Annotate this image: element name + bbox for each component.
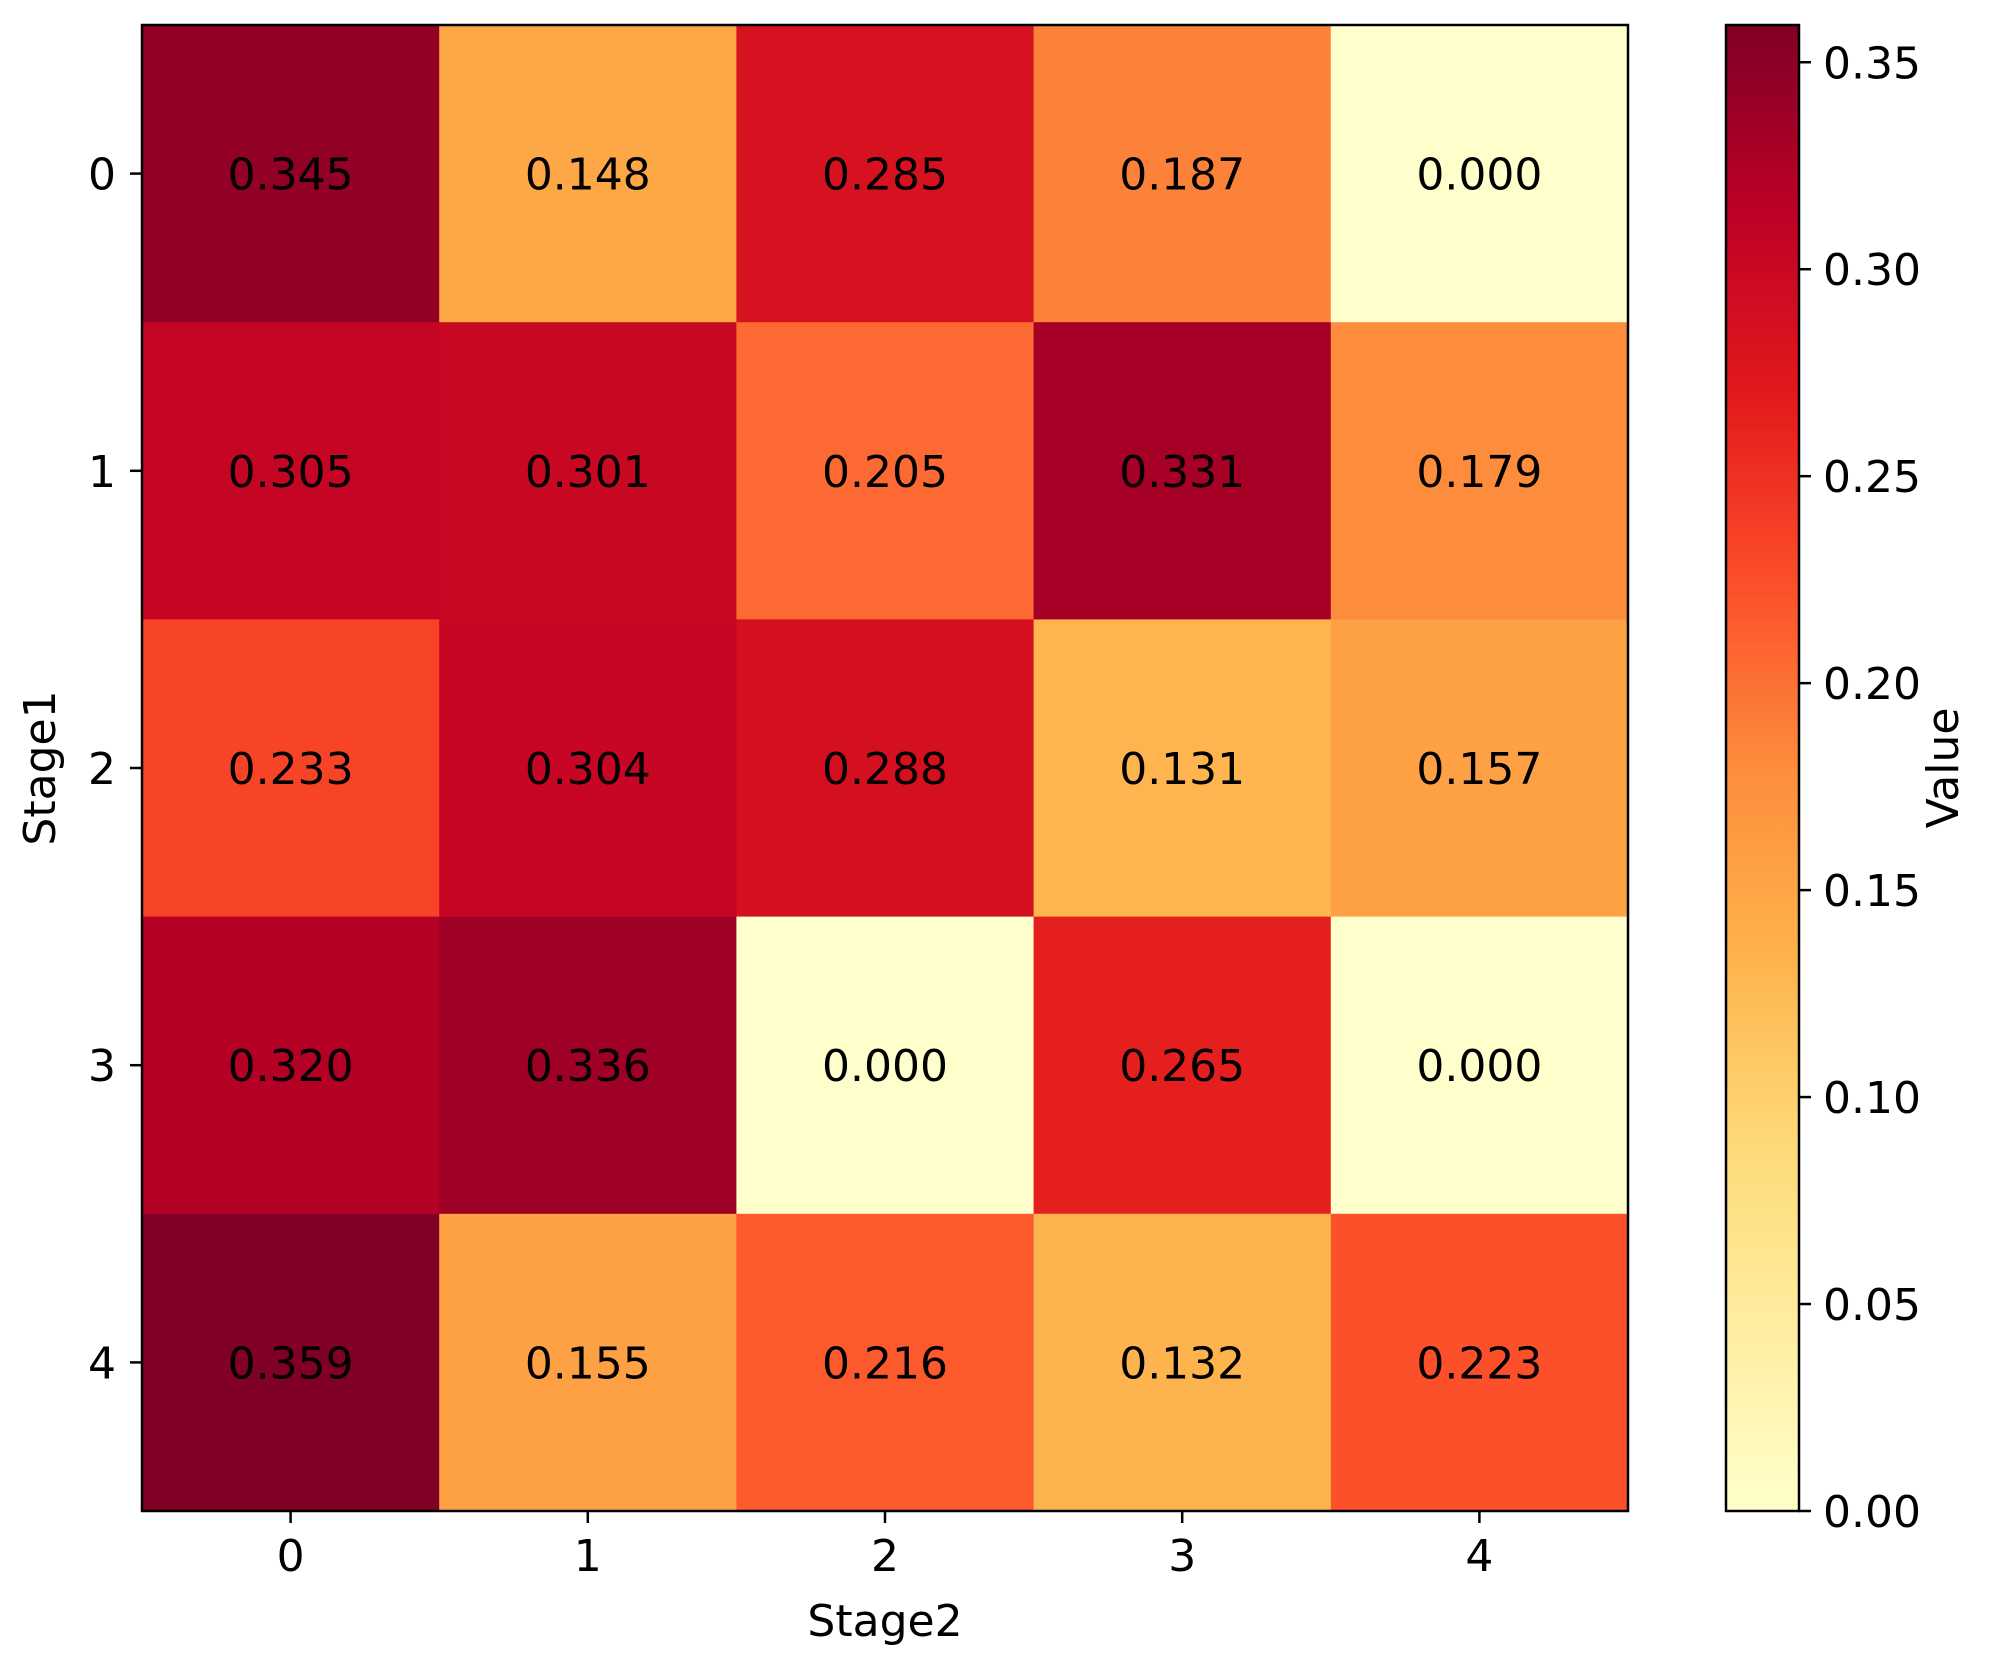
heatmap-cell-r2-c4 bbox=[1330, 619, 1629, 918]
cell-value-label: 0.331 bbox=[1119, 447, 1245, 498]
cell-value-label: 0.285 bbox=[822, 150, 948, 201]
colorbar-tick-label: 0.05 bbox=[1823, 1280, 1921, 1331]
x-axis-label: Stage2 bbox=[807, 1596, 962, 1647]
cell-value-label: 0.205 bbox=[822, 447, 948, 498]
colorbar-tick-label: 0.10 bbox=[1823, 1073, 1921, 1124]
colorbar-tick-label: 0.30 bbox=[1823, 245, 1921, 296]
heatmap-cell-r4-c3 bbox=[1033, 1213, 1332, 1512]
colorbar-tick-label: 0.35 bbox=[1823, 38, 1921, 89]
heatmap-cells bbox=[142, 25, 1629, 1512]
heatmap-cell-r3-c0 bbox=[142, 916, 440, 1215]
colorbar-label: Value bbox=[1918, 708, 1969, 829]
cell-value-label: 0.187 bbox=[1119, 150, 1245, 201]
cell-value-label: 0.336 bbox=[525, 1041, 651, 1092]
cell-value-label: 0.305 bbox=[228, 447, 354, 498]
colorbar bbox=[1724, 23, 1801, 1513]
y-tick-label: 2 bbox=[88, 744, 116, 795]
cell-value-label: 0.216 bbox=[822, 1338, 948, 1389]
cell-value-label: 0.320 bbox=[228, 1041, 354, 1092]
heatmap-cell-r2-c1 bbox=[439, 619, 737, 918]
cell-value-label: 0.301 bbox=[525, 447, 651, 498]
y-axis-label: Stage1 bbox=[15, 690, 66, 845]
cell-value-labels: 0.345 0.148 0.285 0.187 0.000 0.305 0.301 0.205… bbox=[228, 150, 1543, 1390]
x-tick-label: 3 bbox=[1168, 1531, 1196, 1582]
cell-value-label: 0.359 bbox=[228, 1338, 354, 1389]
x-tick-label: 0 bbox=[277, 1531, 305, 1582]
colorbar-tick-label: 0.15 bbox=[1823, 866, 1921, 917]
y-tick-label: 3 bbox=[88, 1041, 116, 1092]
cell-value-label: 0.223 bbox=[1416, 1338, 1542, 1389]
x-axis-ticks: 0 1 2 3 4 bbox=[277, 1511, 1493, 1582]
heatmap-cell-r1-c0 bbox=[142, 322, 440, 620]
heatmap-cell-r1-c3 bbox=[1033, 322, 1332, 620]
colorbar-tick-label: 0.00 bbox=[1823, 1487, 1921, 1538]
x-tick-label: 2 bbox=[871, 1531, 899, 1582]
cell-value-label: 0.132 bbox=[1119, 1338, 1245, 1389]
heatmap-cell-r4-c1 bbox=[439, 1213, 737, 1512]
y-tick-label: 1 bbox=[88, 447, 116, 498]
heatmap-cell-r1-c1 bbox=[439, 322, 737, 620]
heatmap-cell-r3-c1 bbox=[439, 916, 737, 1215]
x-tick-label: 1 bbox=[574, 1531, 602, 1582]
heatmap-cell-r0-c4 bbox=[1330, 25, 1629, 323]
heatmap-cell-r1-c2 bbox=[736, 322, 1035, 620]
x-tick-label: 4 bbox=[1465, 1531, 1493, 1582]
cell-value-label: 0.288 bbox=[822, 744, 948, 795]
cell-value-label: 0.345 bbox=[228, 150, 354, 201]
heatmap-cell-r0-c2 bbox=[736, 25, 1035, 323]
heatmap-cell-r2-c0 bbox=[142, 619, 440, 918]
cell-value-label: 0.157 bbox=[1416, 744, 1542, 795]
cell-value-label: 0.155 bbox=[525, 1338, 651, 1389]
cell-value-label: 0.131 bbox=[1119, 744, 1245, 795]
heatmap-cell-r3-c4 bbox=[1330, 916, 1629, 1215]
heatmap-cell-r1-c4 bbox=[1330, 322, 1629, 620]
heatmap-cell-r3-c2 bbox=[736, 916, 1035, 1215]
cell-value-label: 0.000 bbox=[1416, 150, 1542, 201]
colorbar-tick-label: 0.25 bbox=[1823, 452, 1921, 503]
colorbar-ticks: 0.00 0.05 0.10 0.15 0.20 0.25 0.30 0.35 bbox=[1799, 38, 1921, 1538]
cell-value-label: 0.148 bbox=[525, 150, 651, 201]
heatmap-cell-r2-c2 bbox=[736, 619, 1035, 918]
heatmap-cell-r0-c1 bbox=[439, 25, 737, 323]
cell-value-label: 0.000 bbox=[822, 1041, 948, 1092]
heatmap-cell-r3-c3 bbox=[1033, 916, 1332, 1215]
colorbar-tick-label: 0.20 bbox=[1823, 659, 1921, 710]
heatmap-cell-r0-c0 bbox=[142, 25, 440, 323]
heatmap-cell-r4-c2 bbox=[736, 1213, 1035, 1512]
y-tick-label: 0 bbox=[88, 150, 116, 201]
y-axis-ticks: 0 1 2 3 4 bbox=[88, 150, 142, 1389]
cell-value-label: 0.179 bbox=[1416, 447, 1542, 498]
cell-value-label: 0.265 bbox=[1119, 1041, 1245, 1092]
heatmap-cell-r4-c4 bbox=[1330, 1213, 1629, 1512]
heatmap-cell-r4-c0 bbox=[142, 1213, 440, 1512]
y-tick-label: 4 bbox=[88, 1338, 116, 1389]
cell-value-label: 0.000 bbox=[1416, 1041, 1542, 1092]
heatmap-cell-r2-c3 bbox=[1033, 619, 1332, 918]
cell-value-label: 0.233 bbox=[228, 744, 354, 795]
heatmap-cell-r0-c3 bbox=[1033, 25, 1332, 323]
cell-value-label: 0.304 bbox=[525, 744, 651, 795]
